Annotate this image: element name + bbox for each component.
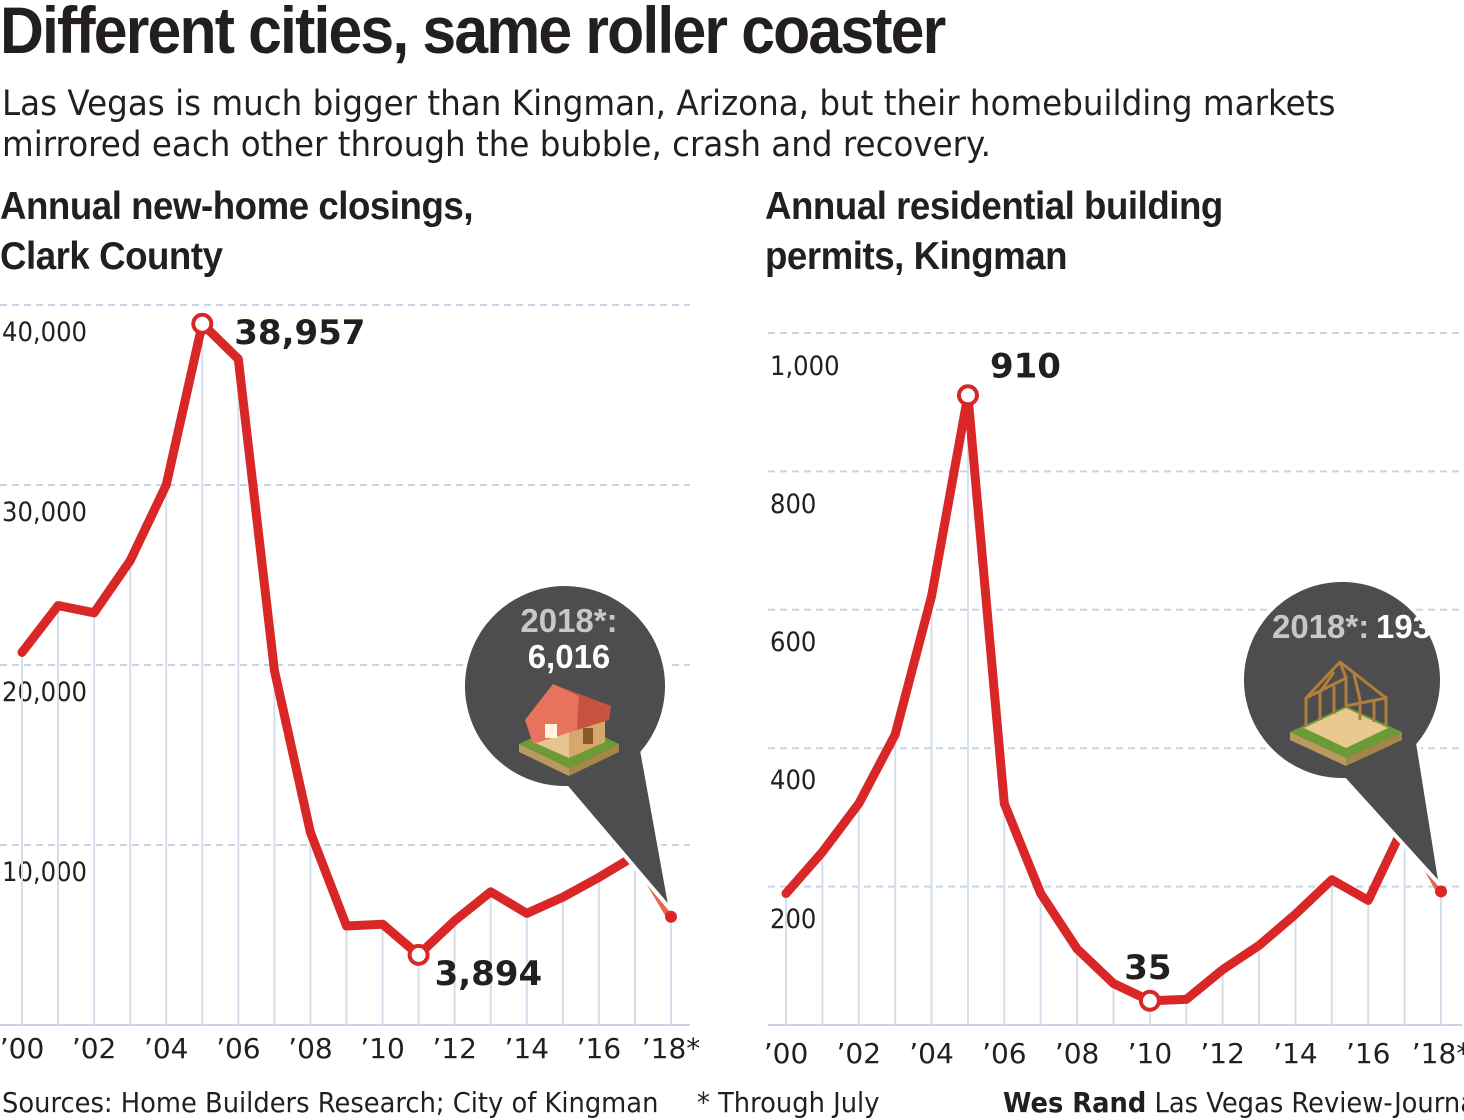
y-tick-label: 40,000 bbox=[2, 317, 87, 349]
x-tick-label: ’18* bbox=[1412, 1037, 1464, 1070]
annotation-label: 38,957 bbox=[234, 313, 365, 353]
x-tick-label: ’16 bbox=[577, 1032, 622, 1065]
x-tick-label: ’14 bbox=[1273, 1037, 1318, 1070]
y-tick-label: 10,000 bbox=[2, 857, 87, 889]
x-tick-label: ’04 bbox=[144, 1032, 189, 1065]
y-tick-label: 20,000 bbox=[2, 677, 87, 709]
credit: Wes Rand Las Vegas Review-Journal bbox=[1003, 1086, 1464, 1119]
x-tick-label: ’10 bbox=[360, 1032, 405, 1065]
annotation-point bbox=[956, 384, 979, 407]
sources-note: Sources: Home Builders Research; City of… bbox=[2, 1086, 659, 1119]
y-tick-label: 800 bbox=[770, 489, 816, 521]
x-tick-label: ’14 bbox=[505, 1032, 550, 1065]
credit-org: Las Vegas Review-Journal bbox=[1154, 1086, 1464, 1119]
page-title: Different cities, same roller coaster bbox=[0, 0, 946, 67]
x-tick-label: ’06 bbox=[982, 1037, 1027, 1070]
x-tick-label: ’12 bbox=[1200, 1037, 1245, 1070]
y-tick-label: 200 bbox=[770, 904, 816, 936]
annotation-point bbox=[191, 312, 214, 335]
annotation-label: 35 bbox=[1124, 948, 1171, 988]
series-line bbox=[781, 390, 1410, 1006]
footnote: * Through July bbox=[697, 1086, 880, 1119]
annotation-point bbox=[407, 943, 430, 966]
series-line bbox=[17, 319, 640, 960]
y-tick-label: 30,000 bbox=[2, 497, 87, 529]
callout-year: 2018*: bbox=[1272, 608, 1369, 645]
end-point bbox=[665, 910, 677, 923]
right-chart-title: Annual residential building permits, Kin… bbox=[765, 185, 1223, 278]
annotation-label: 910 bbox=[990, 346, 1061, 386]
x-tick-label: ’10 bbox=[1128, 1037, 1173, 1070]
annotation-label: 3,894 bbox=[435, 954, 543, 994]
end-point bbox=[1435, 885, 1447, 898]
x-tick-label: ’06 bbox=[216, 1032, 261, 1065]
x-tick-label: ’00 bbox=[764, 1037, 809, 1070]
x-tick-label: ’16 bbox=[1346, 1037, 1391, 1070]
x-tick-label: ’02 bbox=[837, 1037, 882, 1070]
callout-year: 2018*: bbox=[520, 602, 617, 639]
credit-name: Wes Rand bbox=[1003, 1086, 1147, 1119]
x-tick-label: ’18* bbox=[642, 1032, 701, 1065]
callout-value: 193 bbox=[1376, 608, 1431, 645]
x-tick-label: ’04 bbox=[909, 1037, 954, 1070]
left-chart-title: Annual new-home closings, Clark County bbox=[0, 185, 474, 278]
y-tick-label: 400 bbox=[770, 765, 816, 797]
x-tick-label: ’08 bbox=[1055, 1037, 1100, 1070]
x-tick-label: ’00 bbox=[0, 1032, 44, 1065]
y-tick-label: 1,000 bbox=[770, 351, 840, 383]
subtitle: Las Vegas is much bigger than Kingman, A… bbox=[2, 84, 1336, 165]
x-tick-label: ’08 bbox=[288, 1032, 333, 1065]
y-tick-label: 600 bbox=[770, 627, 816, 659]
x-tick-label: ’02 bbox=[72, 1032, 117, 1065]
x-tick-label: ’12 bbox=[432, 1032, 477, 1065]
callout-value: 6,016 bbox=[528, 638, 611, 675]
annotation-point bbox=[1138, 989, 1161, 1012]
